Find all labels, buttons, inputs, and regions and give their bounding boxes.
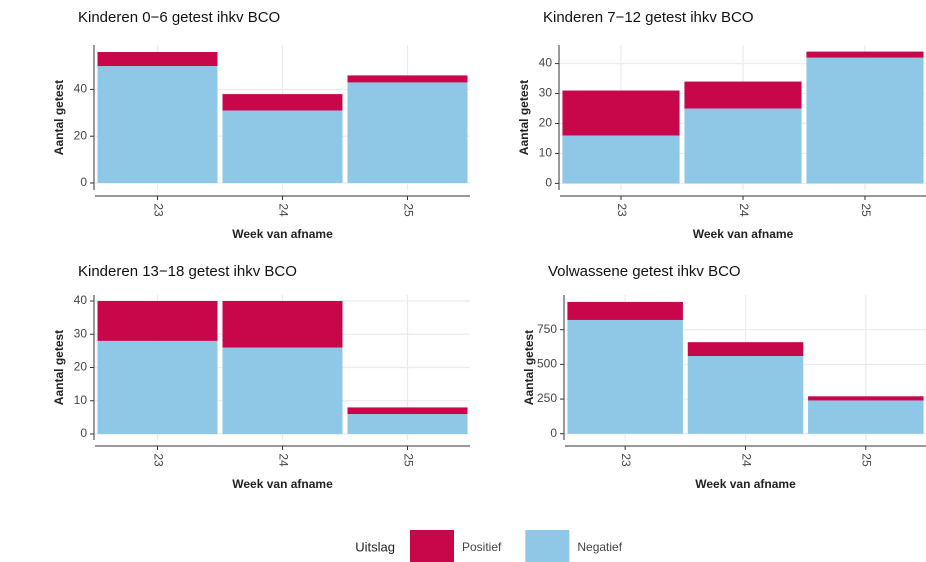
- bar-segment: [222, 110, 343, 183]
- bar-segment: [806, 57, 924, 184]
- x-tick-label: 24: [276, 453, 290, 467]
- y-tick-label: 40: [74, 293, 88, 307]
- bar-segment: [684, 81, 802, 109]
- y-tick-label: 20: [539, 116, 553, 130]
- panel-title: Kinderen 7−12 getest ihkv BCO: [543, 9, 754, 26]
- x-tick-label: 24: [276, 203, 290, 217]
- bar-segment: [687, 356, 804, 434]
- x-axis-title: Week van afname: [232, 227, 333, 241]
- y-tick-label: 10: [74, 393, 88, 407]
- bar-segment: [347, 82, 468, 183]
- bar-segment: [684, 108, 802, 184]
- y-axis-title: Aantal getest: [52, 330, 66, 405]
- legend-swatch: [410, 530, 454, 562]
- bar-segment: [806, 51, 924, 58]
- x-tick-label: 23: [151, 203, 165, 217]
- bar-segment: [97, 300, 218, 341]
- bar-segment: [222, 300, 343, 348]
- y-tick-label: 40: [539, 56, 553, 70]
- bar-segment: [222, 94, 343, 111]
- y-tick-label: 10: [539, 146, 553, 160]
- legend-label: Positief: [462, 540, 502, 554]
- y-tick-label: 500: [537, 357, 557, 371]
- x-tick-label: 25: [860, 453, 874, 467]
- bar-segment: [97, 52, 218, 67]
- bar-segment: [97, 66, 218, 183]
- legend-title: Uitslag: [355, 539, 395, 554]
- legend-swatch: [525, 530, 570, 562]
- x-axis-title: Week van afname: [695, 477, 796, 491]
- y-tick-label: 250: [537, 391, 557, 405]
- bar-segment: [97, 340, 218, 435]
- bar-segment: [347, 75, 468, 83]
- bar-segment: [567, 319, 683, 434]
- bar-segment: [808, 396, 924, 401]
- x-tick-label: 23: [619, 453, 633, 467]
- x-tick-label: 24: [737, 203, 751, 217]
- y-tick-label: 0: [545, 176, 552, 190]
- x-tick-label: 24: [739, 453, 753, 467]
- y-tick-label: 0: [80, 175, 87, 189]
- bar-segment: [567, 301, 683, 320]
- x-tick-label: 23: [615, 203, 629, 217]
- x-axis-title: Week van afname: [232, 477, 333, 491]
- panel-title: Kinderen 13−18 getest ihkv BCO: [78, 263, 297, 280]
- y-tick-label: 30: [74, 326, 88, 340]
- y-axis-title: Aantal getest: [522, 330, 536, 405]
- x-tick-label: 25: [401, 203, 415, 217]
- y-tick-label: 20: [74, 360, 88, 374]
- panel-title: Kinderen 0−6 getest ihkv BCO: [78, 9, 280, 26]
- y-tick-label: 30: [539, 86, 553, 100]
- legend-label: Negatief: [577, 540, 622, 554]
- y-axis-title: Aantal getest: [517, 80, 531, 155]
- x-axis-title: Week van afname: [693, 227, 794, 241]
- bar-segment: [347, 414, 468, 435]
- bar-segment: [687, 342, 804, 357]
- y-tick-label: 0: [550, 426, 557, 440]
- y-tick-label: 0: [80, 426, 87, 440]
- y-tick-label: 40: [74, 82, 88, 96]
- bar-segment: [222, 347, 343, 435]
- bar-segment: [808, 400, 924, 434]
- bar-segment: [347, 407, 468, 415]
- x-tick-label: 25: [859, 203, 873, 217]
- y-axis-title: Aantal getest: [52, 80, 66, 155]
- x-tick-label: 25: [401, 453, 415, 467]
- bar-segment: [562, 135, 680, 184]
- x-tick-label: 23: [151, 453, 165, 467]
- y-tick-label: 750: [537, 322, 557, 336]
- panel-title: Volwassene getest ihkv BCO: [548, 263, 741, 280]
- bar-segment: [562, 90, 680, 136]
- y-tick-label: 20: [74, 128, 88, 142]
